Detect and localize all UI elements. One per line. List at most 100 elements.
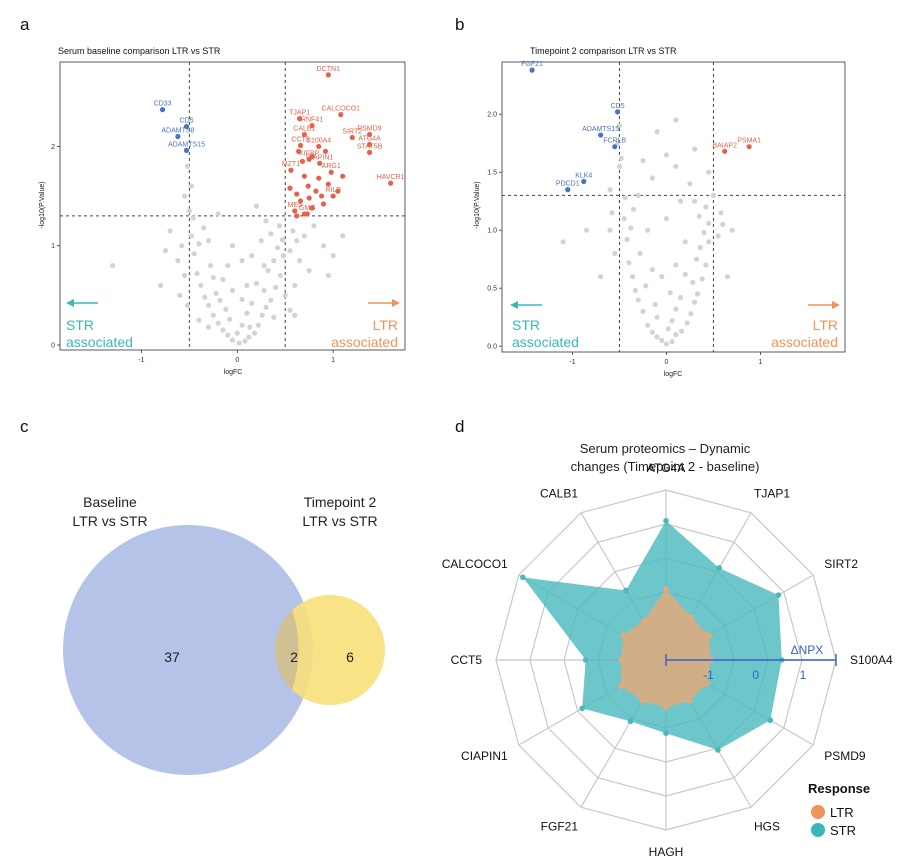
point-ns bbox=[614, 140, 621, 146]
point-ns bbox=[703, 262, 709, 268]
point-label: CCT5 bbox=[291, 136, 309, 143]
point-ns bbox=[188, 183, 194, 189]
point-ns bbox=[649, 175, 655, 181]
point-ns bbox=[673, 117, 679, 123]
point-ns bbox=[687, 181, 693, 187]
point-ns bbox=[720, 221, 726, 227]
point-ns bbox=[616, 163, 623, 169]
point-up bbox=[330, 193, 336, 199]
point-label: ARG1 bbox=[322, 163, 341, 170]
point-ns bbox=[669, 338, 675, 345]
point-up bbox=[297, 142, 304, 149]
radar-category-label: CIAPIN1 bbox=[461, 749, 508, 763]
point-ns bbox=[263, 218, 269, 224]
point-up bbox=[388, 180, 394, 186]
point-label: BAIAP2 bbox=[712, 142, 737, 149]
point-ns bbox=[320, 243, 327, 249]
point-ns bbox=[181, 193, 188, 199]
radar-point-ltr bbox=[686, 698, 693, 704]
point-ns bbox=[693, 256, 700, 262]
point-ns bbox=[242, 338, 248, 344]
point-ns bbox=[244, 282, 250, 289]
point-ns bbox=[207, 262, 214, 269]
venn-circle-baseline bbox=[63, 525, 313, 775]
point-label: HAVCR1 bbox=[377, 174, 405, 181]
y-tick-label: 1 bbox=[51, 243, 55, 250]
point-up bbox=[317, 160, 323, 166]
panel-letter-c: c bbox=[20, 417, 29, 436]
point-down bbox=[581, 178, 587, 185]
point-ns bbox=[715, 233, 721, 239]
point-ns bbox=[667, 290, 673, 296]
point-ns bbox=[239, 258, 245, 264]
point-ns bbox=[706, 220, 712, 226]
point-ns bbox=[268, 297, 274, 303]
point-ns bbox=[659, 337, 665, 343]
venn-label-timepoint2-2: LTR vs STR bbox=[302, 513, 377, 529]
point-ns bbox=[645, 322, 651, 328]
point-ns bbox=[227, 316, 233, 322]
legend-title: Response bbox=[808, 781, 870, 796]
point-up bbox=[340, 173, 346, 179]
x-tick-label: 0 bbox=[235, 357, 239, 364]
point-ns bbox=[263, 304, 269, 310]
point-up bbox=[296, 148, 302, 154]
venn-diagram: Baseline LTR vs STR Timepoint 2 LTR vs S… bbox=[63, 494, 385, 775]
point-up bbox=[305, 183, 311, 189]
point-ns bbox=[729, 227, 735, 233]
legend-label-ltr: LTR bbox=[830, 805, 854, 820]
point-down bbox=[529, 67, 535, 73]
point-ns bbox=[673, 262, 679, 268]
volcano-b-ltr-label: LTR bbox=[813, 317, 838, 333]
point-ns bbox=[186, 208, 192, 214]
legend-label-str: STR bbox=[830, 823, 856, 838]
point-down bbox=[183, 147, 190, 153]
point-ns bbox=[265, 267, 271, 274]
radar-point-str bbox=[775, 592, 782, 598]
point-ns bbox=[175, 258, 181, 264]
point-ns bbox=[184, 163, 191, 169]
volcano-a-str-label-2: associated bbox=[66, 334, 133, 350]
radar-point-ltr bbox=[618, 657, 624, 663]
point-ns bbox=[205, 324, 212, 330]
point-ns bbox=[196, 241, 202, 247]
point-up bbox=[294, 191, 300, 197]
y-tick-label: 2.0 bbox=[487, 112, 497, 119]
point-ns bbox=[184, 302, 191, 308]
point-ns bbox=[294, 238, 300, 244]
point-ns bbox=[706, 239, 712, 245]
radar-point-ltr bbox=[639, 698, 646, 704]
radar-title-2: changes (Timepoint 2 - baseline) bbox=[571, 459, 760, 474]
point-ns bbox=[669, 318, 675, 324]
point-ns bbox=[330, 253, 336, 259]
point-up bbox=[316, 175, 322, 181]
radar-area-ltr bbox=[621, 589, 711, 708]
radar-title-1: Serum proteomics – Dynamic bbox=[580, 441, 751, 456]
point-ns bbox=[213, 290, 219, 296]
point-label: PDCD1 bbox=[556, 181, 580, 188]
point-ns bbox=[643, 283, 649, 289]
point-ns bbox=[630, 274, 636, 280]
radar-point-ltr bbox=[704, 680, 710, 687]
point-ns bbox=[678, 328, 685, 334]
point-label: CALCOCO1 bbox=[322, 106, 361, 113]
volcano-a-ticks: -1 0 1 0 1 2 bbox=[51, 144, 335, 364]
point-label: S100A4 bbox=[306, 137, 331, 144]
volcano-a-str-label: STR bbox=[66, 317, 94, 333]
point-ns bbox=[635, 297, 641, 303]
radar-category-label: CCT5 bbox=[451, 653, 483, 667]
point-ns bbox=[694, 291, 701, 297]
point-ns bbox=[635, 192, 641, 198]
point-label: CD33 bbox=[154, 101, 172, 108]
point-down bbox=[175, 133, 181, 140]
point-up bbox=[288, 167, 294, 173]
point-label: CD5 bbox=[179, 118, 193, 125]
point-ns bbox=[271, 314, 277, 320]
radar-category-label: CALB1 bbox=[540, 487, 578, 501]
point-ns bbox=[654, 314, 660, 320]
venn-count-baseline-only: 37 bbox=[164, 649, 180, 665]
x-tick-label: 1 bbox=[758, 359, 762, 366]
point-up bbox=[292, 208, 298, 214]
radar-category-label: SIRT2 bbox=[824, 557, 858, 571]
